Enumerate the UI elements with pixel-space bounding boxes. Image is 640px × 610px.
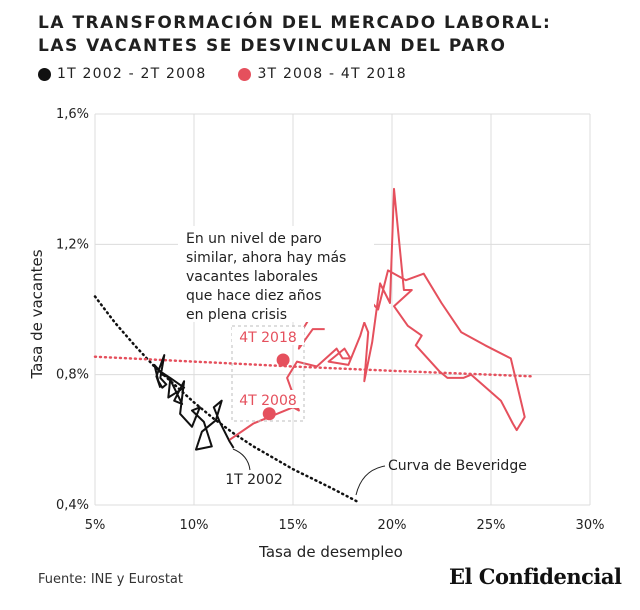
- annotation-line-1: En un nivel de paro: [186, 231, 322, 247]
- y-tick-label: 1,6%: [56, 107, 89, 122]
- legend-label-series-2: 3T 2008 - 4T 2018: [257, 66, 407, 82]
- leader-beveridge: [355, 465, 386, 496]
- leader-1t2002: [232, 448, 251, 471]
- x-tick-label: 25%: [477, 518, 506, 533]
- legend-item-series-1: 1T 2002 - 2T 2008: [38, 66, 206, 82]
- y-tick-label: 0,4%: [56, 498, 89, 513]
- y-axis-label: Tasa de vacantes: [28, 249, 46, 379]
- markers: [262, 353, 290, 421]
- label-1t2002: 1T 2002: [225, 472, 283, 488]
- title-line-2: LAS VACANTES SE DESVINCULAN DEL PARO: [38, 36, 507, 56]
- y-tick-label: 1,2%: [56, 237, 89, 252]
- x-axis-label: Tasa de desempleo: [258, 543, 403, 561]
- series-line-2002-2008: [153, 354, 235, 451]
- annotation-line-3: vacantes laborales: [186, 269, 318, 285]
- marker-4t2008: [262, 407, 276, 421]
- legend-label-series-1: 1T 2002 - 2T 2008: [57, 66, 207, 82]
- annotation-line-2: similar, ahora hay más: [186, 250, 346, 266]
- y-tick-label: 0,8%: [56, 368, 89, 383]
- annotation-line-5: en plena crisis: [186, 307, 287, 323]
- annotation-bg: [178, 226, 374, 322]
- legend: 1T 2002 - 2T 2008 3T 2008 - 4T 2018: [38, 66, 439, 82]
- source-note: Fuente: INE y Eurostat: [38, 572, 183, 587]
- x-tick-label: 20%: [378, 518, 407, 533]
- label-4t2018: 4T 2018: [239, 330, 297, 346]
- beveridge-curve: [93, 295, 358, 503]
- callout-box-4t2018: [231, 325, 305, 422]
- title-line-1: LA TRANSFORMACIÓN DEL MERCADO LABORAL:: [38, 13, 552, 33]
- label-bg: [234, 390, 302, 408]
- x-tick-label: 15%: [279, 518, 308, 533]
- x-tick-label: 5%: [85, 518, 106, 533]
- chart-title: LA TRANSFORMACIÓN DEL MERCADO LABORAL: L…: [38, 12, 551, 58]
- brand-logo: El Confidencial: [449, 564, 622, 589]
- label-beveridge: Curva de Beveridge: [388, 458, 527, 474]
- legend-dot-icon: [38, 67, 51, 81]
- x-tick-label: 30%: [576, 518, 605, 533]
- marker-4t2018: [276, 353, 290, 367]
- axis-ticks: 5% 10% 15% 20% 25% 30% 0,4% 0,8% 1,2% 1,6%: [56, 107, 604, 533]
- annotation-line-4: que hace diez años: [186, 288, 322, 304]
- annotation-text: En un nivel de paro similar, ahora hay m…: [178, 226, 374, 323]
- legend-dot-icon: [238, 67, 252, 81]
- legend-item-series-2: 3T 2008 - 4T 2018: [238, 66, 406, 82]
- x-tick-label: 10%: [180, 518, 209, 533]
- label-bg: [232, 327, 304, 345]
- label-4t2008: 4T 2008: [239, 393, 297, 409]
